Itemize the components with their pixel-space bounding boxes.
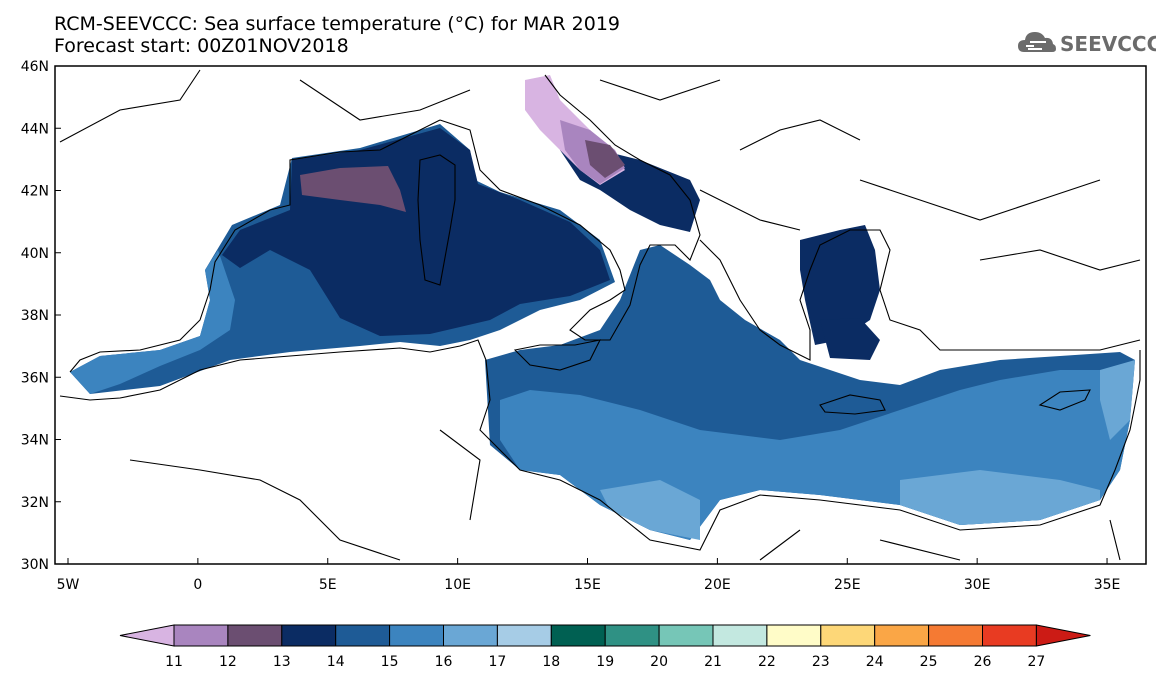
- colorbar-block: [389, 624, 445, 647]
- lat-tick-label: 36N: [21, 370, 49, 386]
- sst-area-west-edge: [70, 250, 235, 394]
- colorbar-block: [227, 624, 283, 647]
- sst-area-crete-north: [820, 318, 880, 360]
- colorbar-label: 26: [974, 654, 992, 670]
- lat-tick-label: 30N: [21, 557, 49, 573]
- colorbar-block: [658, 624, 714, 647]
- colorbar-block: [712, 624, 768, 647]
- lat-tick-label: 32N: [21, 495, 49, 511]
- colorbar-label: 12: [219, 654, 237, 670]
- colorbar-block: [928, 624, 983, 647]
- colorbar-block: [281, 624, 337, 647]
- colorbar-label: 27: [1027, 654, 1045, 670]
- sicily-outline: [513, 339, 601, 371]
- sst-area-aegean: [800, 225, 880, 345]
- colorbar-block: [335, 624, 391, 647]
- logo-text: SEEVCCC: [1060, 32, 1156, 56]
- colorbar-label: 24: [866, 654, 884, 670]
- sst-map: 5W 0 5E 10E 15E 20E 25E 30E 35E 46N 44N 42N 40N 38N 36…: [21, 59, 1147, 593]
- lon-tick-label: 15E: [574, 577, 601, 593]
- title-line-1: RCM-SEEVCCC: Sea surface temperature (°C…: [54, 13, 621, 35]
- cloud-icon: [1018, 32, 1056, 52]
- colorbar-label: 15: [381, 654, 399, 670]
- lat-tick-label: 40N: [21, 246, 49, 262]
- lat-tick-label: 46N: [21, 59, 49, 75]
- colorbar-block: [604, 624, 660, 647]
- colorbar-label: 16: [435, 654, 453, 670]
- colorbar-arrow-high: [1035, 624, 1091, 647]
- colorbar-label: 17: [488, 654, 506, 670]
- lon-tick-label: 30E: [964, 577, 991, 593]
- colorbar-label: 11: [165, 654, 183, 670]
- sardinia-corsica-outline: [417, 154, 456, 286]
- colorbar-block: [820, 624, 876, 647]
- colorbar-label: 21: [704, 654, 722, 670]
- colorbar-label: 19: [596, 654, 614, 670]
- colorbar-block: [550, 624, 606, 647]
- lat-tick-label: 38N: [21, 308, 49, 324]
- colorbar-label: 23: [812, 654, 830, 670]
- lon-tick-label: 10E: [444, 577, 471, 593]
- colorbar-label: 22: [758, 654, 776, 670]
- colorbar-block: [874, 624, 930, 647]
- colorbar-block: [496, 624, 552, 647]
- lat-tick-label: 44N: [21, 121, 49, 137]
- lon-tick-label: 5W: [57, 577, 80, 593]
- colorbar-label: 13: [273, 654, 291, 670]
- lon-tick-label: 35E: [1094, 577, 1121, 593]
- title-line-2: Forecast start: 00Z01NOV2018: [54, 35, 349, 57]
- sst-area-17-coast: [600, 360, 1135, 540]
- coastlines: [59, 69, 1141, 561]
- axis-tick-labels: 5W 0 5E 10E 15E 20E 25E 30E 35E 46N 44N 42N 40N 38N 36…: [21, 59, 1121, 593]
- seevccc-logo: SEEVCCC: [1018, 32, 1156, 56]
- sst-area-adriatic-12: [585, 140, 625, 178]
- sst-area-13-gulf-of-lion: [300, 166, 406, 212]
- colorbar-label: 18: [542, 654, 560, 670]
- colorbar-label: 25: [920, 654, 938, 670]
- lon-tick-label: 0: [193, 577, 202, 593]
- lat-tick-label: 42N: [21, 184, 49, 200]
- colorbar-label: 14: [327, 654, 345, 670]
- axis-ticks: [55, 65, 1108, 565]
- colorbar-block: [766, 624, 822, 647]
- cyprus-outline: [1038, 389, 1091, 411]
- colorbar-label: 20: [650, 654, 668, 670]
- colorbar-block: [443, 624, 498, 647]
- lon-tick-label: 20E: [704, 577, 731, 593]
- lat-tick-label: 34N: [21, 433, 49, 449]
- colorbar-block: [173, 624, 229, 647]
- colorbar-block: [982, 624, 1037, 647]
- lon-tick-label: 25E: [834, 577, 861, 593]
- colorbar-arrow-low: [119, 624, 175, 647]
- colorbar-labels: 11 12 13 14 15 16 17 18 19 20 21 22 23 24 25 26 27: [165, 654, 1045, 670]
- colorbar-blocks: [119, 624, 1091, 647]
- crete-outline: [819, 394, 886, 415]
- lon-tick-label: 5E: [319, 577, 337, 593]
